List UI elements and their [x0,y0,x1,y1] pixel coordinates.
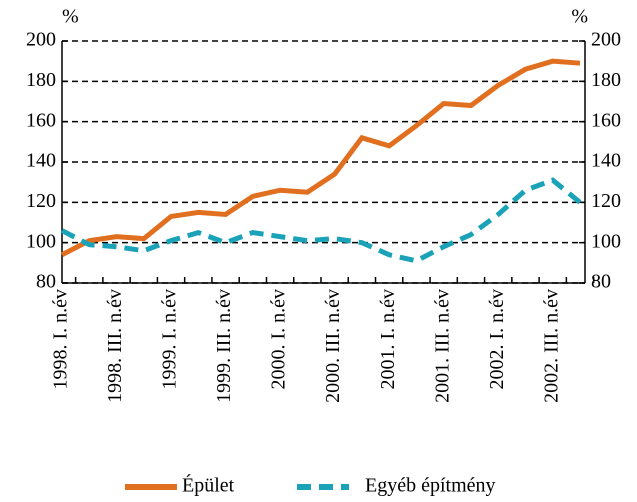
y2-tick-label: 100 [591,230,621,252]
series-line [60,177,582,264]
y-axis-label: % [62,6,79,28]
x-tick-label: 2001. I. n.év [377,289,399,390]
y-tick-label: 180 [26,69,56,91]
x-tick-label: 1998. I. n.év [50,289,72,390]
y2-tick-label: 160 [591,109,621,131]
y2-tick-label: 180 [591,69,621,91]
y-tick-label: 120 [26,190,56,212]
legend-label: Egyéb építmény [365,475,496,497]
x-tick-label: 2000. I. n.év [268,289,290,390]
legend-label: Épület [182,474,235,497]
y-tick-label: 100 [26,230,56,252]
y-tick-label: 140 [26,150,56,172]
x-tick-label: 2002. III. n.év [540,289,562,403]
x-tick-label: 1998. III. n.év [104,289,126,403]
y2-tick-label: 200 [591,29,621,51]
series-line [60,58,581,257]
x-tick-label: 1999. I. n.év [159,289,181,390]
y-tick-label: 80 [36,271,56,293]
y2-tick-label: 140 [591,150,621,172]
x-tick-label: 1999. III. n.év [213,289,235,403]
y2-tick-label: 80 [591,271,611,293]
x-tick-label: 2001. III. n.év [431,289,453,403]
y-tick-label: 160 [26,109,56,131]
y2-tick-label: 120 [591,190,621,212]
x-tick-label: 2002. I. n.év [486,289,508,390]
y-tick-label: 200 [26,29,56,51]
x-tick-label: 2000. III. n.év [322,289,344,403]
y2-axis-label: % [571,6,588,28]
